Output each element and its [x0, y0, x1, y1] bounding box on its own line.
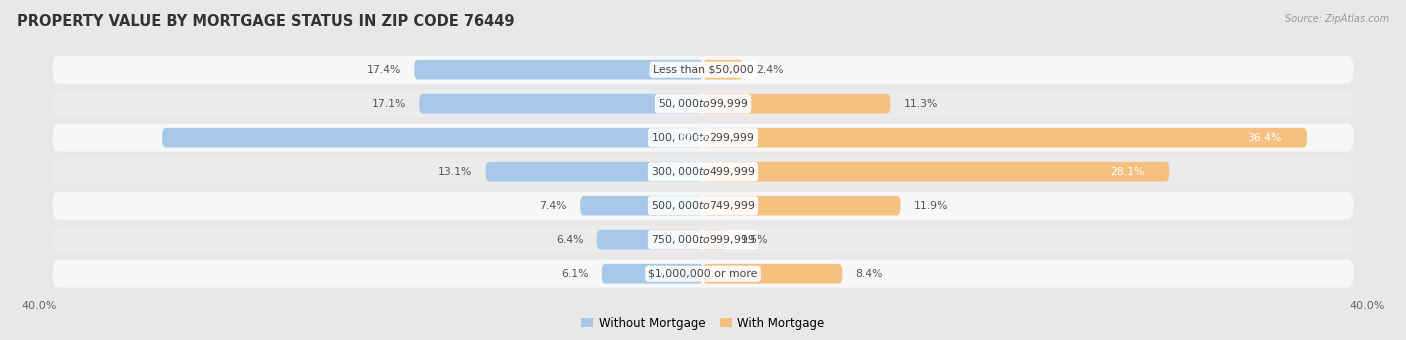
Text: 32.6%: 32.6%: [678, 133, 713, 143]
Text: Source: ZipAtlas.com: Source: ZipAtlas.com: [1285, 14, 1389, 23]
Text: 6.1%: 6.1%: [561, 269, 589, 279]
Text: 13.1%: 13.1%: [439, 167, 472, 177]
FancyBboxPatch shape: [52, 260, 1354, 288]
Text: 11.3%: 11.3%: [904, 99, 938, 109]
Text: 17.1%: 17.1%: [371, 99, 406, 109]
FancyBboxPatch shape: [703, 162, 1170, 182]
FancyBboxPatch shape: [52, 124, 1354, 152]
FancyBboxPatch shape: [581, 196, 703, 216]
Text: $500,000 to $749,999: $500,000 to $749,999: [651, 199, 755, 212]
FancyBboxPatch shape: [162, 128, 703, 148]
Text: $100,000 to $299,999: $100,000 to $299,999: [651, 131, 755, 144]
FancyBboxPatch shape: [703, 128, 1308, 148]
Text: 11.9%: 11.9%: [914, 201, 948, 211]
Text: 2.4%: 2.4%: [756, 65, 783, 75]
Text: 28.1%: 28.1%: [1109, 167, 1144, 177]
FancyBboxPatch shape: [415, 60, 703, 80]
FancyBboxPatch shape: [703, 264, 842, 284]
Text: 6.4%: 6.4%: [555, 235, 583, 245]
Text: $300,000 to $499,999: $300,000 to $499,999: [651, 165, 755, 178]
FancyBboxPatch shape: [419, 94, 703, 114]
FancyBboxPatch shape: [52, 158, 1354, 186]
Text: PROPERTY VALUE BY MORTGAGE STATUS IN ZIP CODE 76449: PROPERTY VALUE BY MORTGAGE STATUS IN ZIP…: [17, 14, 515, 29]
FancyBboxPatch shape: [596, 230, 703, 250]
Text: 8.4%: 8.4%: [856, 269, 883, 279]
FancyBboxPatch shape: [602, 264, 703, 284]
FancyBboxPatch shape: [52, 192, 1354, 220]
Text: 36.4%: 36.4%: [1247, 133, 1282, 143]
FancyBboxPatch shape: [52, 226, 1354, 254]
FancyBboxPatch shape: [485, 162, 703, 182]
Text: $50,000 to $99,999: $50,000 to $99,999: [658, 97, 748, 110]
Text: 1.5%: 1.5%: [741, 235, 769, 245]
FancyBboxPatch shape: [703, 230, 728, 250]
Text: $1,000,000 or more: $1,000,000 or more: [648, 269, 758, 279]
FancyBboxPatch shape: [703, 94, 890, 114]
FancyBboxPatch shape: [52, 90, 1354, 118]
FancyBboxPatch shape: [703, 60, 742, 80]
Text: $750,000 to $999,999: $750,000 to $999,999: [651, 233, 755, 246]
FancyBboxPatch shape: [52, 56, 1354, 84]
Text: Less than $50,000: Less than $50,000: [652, 65, 754, 75]
Text: 7.4%: 7.4%: [540, 201, 567, 211]
Legend: Without Mortgage, With Mortgage: Without Mortgage, With Mortgage: [576, 312, 830, 335]
FancyBboxPatch shape: [703, 196, 900, 216]
Text: 17.4%: 17.4%: [367, 65, 401, 75]
